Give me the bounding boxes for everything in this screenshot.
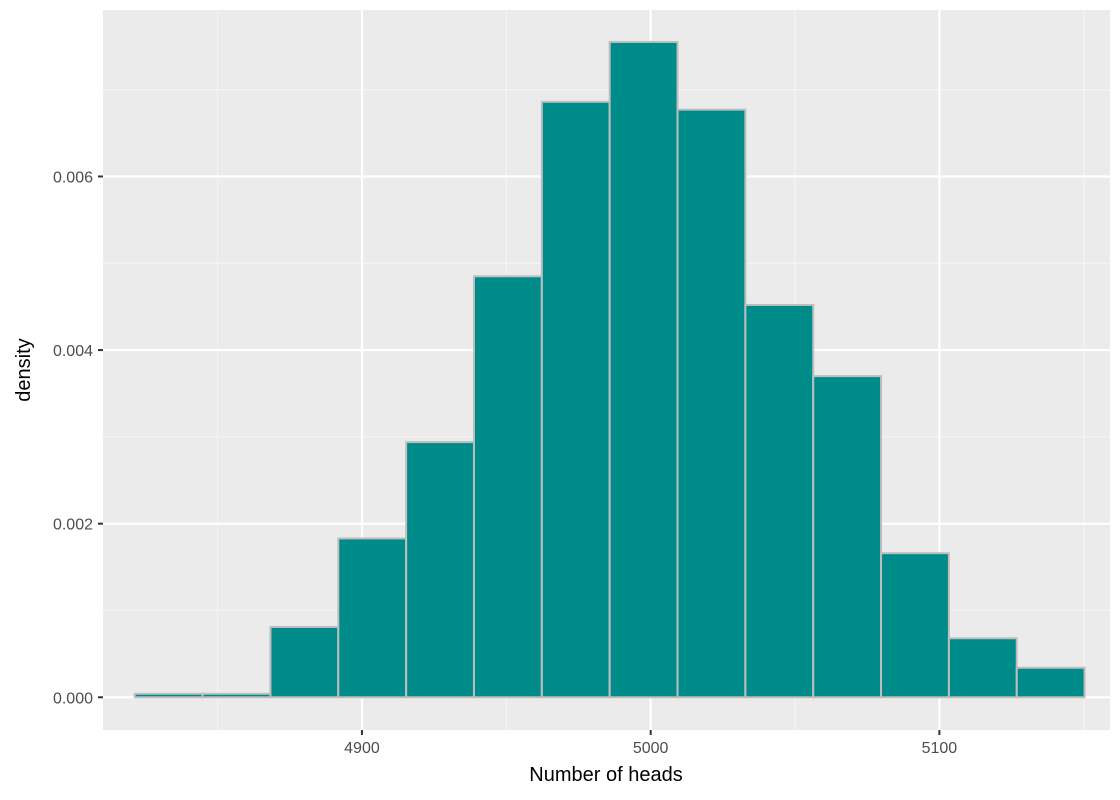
y-tick-label: 0.002 xyxy=(53,517,93,534)
histogram-bar xyxy=(608,40,679,699)
histogram-bar xyxy=(269,625,340,699)
histogram-bar xyxy=(540,100,611,699)
histogram-bar xyxy=(1015,666,1086,699)
histogram-bar xyxy=(744,303,815,699)
x-axis: 4900 5000 5100 xyxy=(344,730,957,757)
histogram-bar xyxy=(201,692,272,699)
y-axis: 0.000 0.002 0.004 0.006 xyxy=(53,169,103,707)
histogram-bar xyxy=(676,108,747,699)
x-axis-title: Number of heads xyxy=(529,764,682,786)
y-axis-title: density xyxy=(13,338,35,401)
histogram-bar xyxy=(133,692,204,699)
y-tick-label: 0.006 xyxy=(53,169,93,186)
y-tick-label: 0.004 xyxy=(53,343,93,360)
histogram-bar xyxy=(337,537,408,699)
histogram-bar xyxy=(472,275,543,699)
histogram-bar xyxy=(812,375,883,699)
bars xyxy=(133,40,1086,699)
histogram-bar xyxy=(880,552,950,699)
histogram-bar xyxy=(947,637,1018,699)
histogram-bar xyxy=(405,441,475,699)
x-tick-label: 5000 xyxy=(633,740,669,757)
y-tick-label: 0.000 xyxy=(53,690,93,707)
x-tick-label: 4900 xyxy=(344,740,380,757)
x-tick-label: 5100 xyxy=(922,740,958,757)
